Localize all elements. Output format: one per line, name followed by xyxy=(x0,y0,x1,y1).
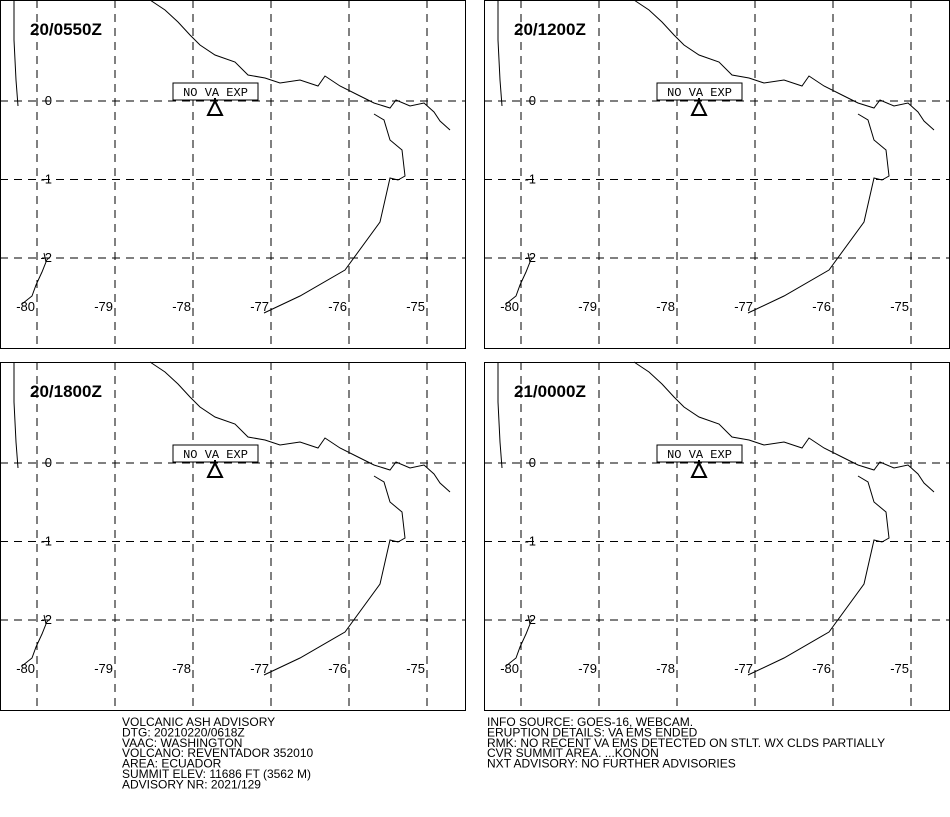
advisory-line: SUMMIT ELEV: 11686 FT (3562 M) xyxy=(122,767,311,781)
advisory-line: NXT ADVISORY: NO FURTHER ADVISORIES xyxy=(487,757,736,771)
coastline xyxy=(13,0,19,107)
advisory-line: DTG: 20210220/0618Z xyxy=(122,725,245,739)
longitude-label: -75 xyxy=(890,661,909,676)
latitude-label: 0 xyxy=(529,455,536,470)
coastline xyxy=(633,361,935,493)
latitude-label: 0 xyxy=(45,93,52,108)
longitude-label: -80 xyxy=(16,661,35,676)
longitude-label: -76 xyxy=(812,299,831,314)
coastline xyxy=(747,475,890,676)
coastline xyxy=(21,252,47,305)
advisory-line: AREA: ECUADOR xyxy=(122,757,222,771)
coastline xyxy=(747,113,890,314)
coastline xyxy=(497,0,503,107)
coastline xyxy=(13,362,19,469)
longitude-label: -80 xyxy=(500,299,519,314)
coastline xyxy=(497,362,503,469)
valid-time: 20/1200Z xyxy=(514,20,586,39)
advisory-line: VAAC: WASHINGTON xyxy=(122,736,242,750)
longitude-label: -80 xyxy=(16,299,35,314)
latitude-label: -2 xyxy=(524,612,536,627)
longitude-label: -75 xyxy=(406,299,425,314)
ash-label: NO VA EXP xyxy=(183,86,248,100)
advisory-line: ERUPTION DETAILS: VA EMS ENDED xyxy=(487,725,698,739)
latitude-label: -1 xyxy=(40,534,52,549)
panel-frame xyxy=(484,0,950,349)
latitude-label: -1 xyxy=(524,172,536,187)
longitude-label: -79 xyxy=(94,661,113,676)
longitude-label: -76 xyxy=(328,299,347,314)
longitude-label: -77 xyxy=(250,661,269,676)
latitude-label: -1 xyxy=(40,172,52,187)
longitude-label: -78 xyxy=(656,661,675,676)
coastline xyxy=(263,475,406,676)
panel-frame xyxy=(0,362,466,711)
map-panel: -80 -79 -78 -77 -76 -75 0 -1 -2 NO VA EXP 20/1200Z xyxy=(484,0,950,349)
latitude-label: -2 xyxy=(40,250,52,265)
longitude-label: -80 xyxy=(500,661,519,676)
longitude-label: -75 xyxy=(890,299,909,314)
latitude-label: 0 xyxy=(45,455,52,470)
volcano-icon xyxy=(690,460,708,478)
volcano-icon xyxy=(206,460,224,478)
valid-time: 21/0000Z xyxy=(514,382,586,401)
longitude-label: -77 xyxy=(250,299,269,314)
ash-label: NO VA EXP xyxy=(667,448,732,462)
advisory-line: VOLCANIC ASH ADVISORY xyxy=(122,715,275,729)
map-panel: -80 -79 -78 -77 -76 -75 0 -1 -2 NO VA EXP 20/1800Z xyxy=(0,361,466,711)
advisory-line: INFO SOURCE: GOES-16, WEBCAM. xyxy=(487,715,693,729)
longitude-label: -79 xyxy=(578,299,597,314)
map-panel: -80 -79 -78 -77 -76 -75 0 -1 -2 NO VA EXP 20/0550Z xyxy=(0,0,466,349)
longitude-label: -78 xyxy=(656,299,675,314)
longitude-label: -78 xyxy=(172,661,191,676)
map-panel: -80 -79 -78 -77 -76 -75 0 -1 -2 NO VA EXP 21/0000Z xyxy=(484,361,950,711)
longitude-label: -77 xyxy=(734,661,753,676)
ash-label: NO VA EXP xyxy=(183,448,248,462)
coastline xyxy=(505,614,531,667)
longitude-label: -75 xyxy=(406,661,425,676)
panel-frame xyxy=(484,362,950,711)
panel-frame xyxy=(0,0,466,349)
ash-label: NO VA EXP xyxy=(667,86,732,100)
advisory-line: CVR SUMMIT AREA. ...KONON xyxy=(487,746,659,760)
volcano-icon xyxy=(206,98,224,116)
longitude-label: -76 xyxy=(328,661,347,676)
longitude-label: -79 xyxy=(578,661,597,676)
coastline xyxy=(505,252,531,305)
coastline xyxy=(149,0,451,131)
coastline xyxy=(21,614,47,667)
longitude-label: -77 xyxy=(734,299,753,314)
latitude-label: -2 xyxy=(524,250,536,265)
latitude-label: -1 xyxy=(524,534,536,549)
valid-time: 20/0550Z xyxy=(30,20,102,39)
volcano-icon xyxy=(690,98,708,116)
latitude-label: 0 xyxy=(529,93,536,108)
latitude-label: -2 xyxy=(40,612,52,627)
longitude-label: -78 xyxy=(172,299,191,314)
advisory-line: RMK: NO RECENT VA EMS DETECTED ON STLT. … xyxy=(487,736,885,750)
coastline xyxy=(263,113,406,314)
advisory-line: VOLCANO: REVENTADOR 352010 xyxy=(122,746,314,760)
coastline xyxy=(149,361,451,493)
advisory-line: ADVISORY NR: 2021/129 xyxy=(122,777,261,791)
longitude-label: -76 xyxy=(812,661,831,676)
valid-time: 20/1800Z xyxy=(30,382,102,401)
longitude-label: -79 xyxy=(94,299,113,314)
coastline xyxy=(633,0,935,131)
